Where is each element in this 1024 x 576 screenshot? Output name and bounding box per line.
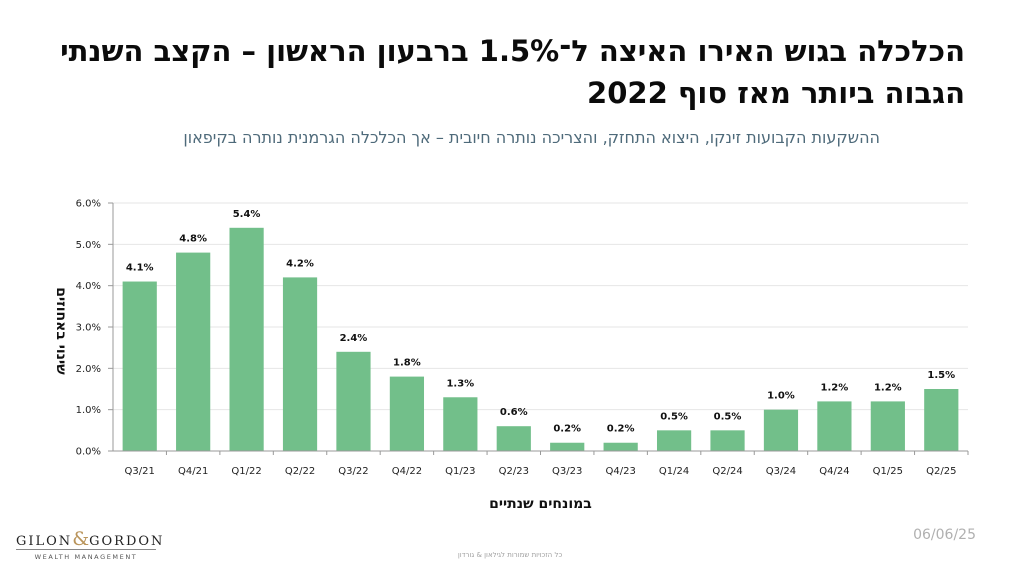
bar: [550, 442, 585, 451]
y-axis-ticks: 0.0% 1.0% 2.0% 3.0% 4.0% 5.0% 6.0%: [76, 199, 113, 458]
logo-word-left: GILON: [16, 534, 73, 549]
y-axis-label: שינוי באחוזים: [53, 287, 69, 375]
logo-word-right: GORDON: [89, 534, 165, 549]
copyright-note: כל הזכויות שמורות לגילאון & גורדון: [457, 551, 563, 559]
x-tick-label: Q2/22: [285, 466, 315, 477]
y-tick-label: 2.0%: [76, 364, 101, 375]
logo-wordmark: GILON&GORDON: [16, 528, 162, 550]
bar: [229, 227, 264, 451]
x-tick-label: Q1/22: [231, 466, 261, 477]
x-axis-label: במונחים שנתיים: [489, 496, 592, 512]
bar-value-label: 0.5%: [714, 411, 742, 422]
x-tick-label: Q4/23: [605, 466, 635, 477]
page-subtitle: ההשקעות הקבועות זינקו, היצוא התחזק, והצר…: [183, 128, 880, 147]
x-tick-label: Q4/21: [178, 466, 208, 477]
bar-value-label: 0.2%: [607, 424, 635, 435]
logo-divider: [16, 549, 156, 550]
bar: [176, 252, 211, 451]
bar: [924, 389, 959, 451]
x-tick-label: Q1/25: [873, 466, 903, 477]
bar-value-label: 0.5%: [660, 411, 688, 422]
bar-chart: 0.0% 1.0% 2.0% 3.0% 4.0% 5.0% 6.0% 4.1% 4.8% 5.4…: [53, 199, 969, 512]
x-axis-ticks: Q3/21 Q4/21 Q1/22 Q2/22 Q3/22 Q4/22 Q1/23 Q2/23…: [125, 451, 969, 477]
y-tick-label: 1.0%: [76, 405, 101, 416]
bar: [870, 401, 905, 451]
y-tick-label: 0.0%: [76, 447, 101, 458]
bar-value-label: 0.6%: [500, 407, 528, 418]
x-tick-label: Q2/24: [712, 466, 742, 477]
x-tick-label: Q3/24: [766, 466, 796, 477]
x-tick-label: Q4/24: [819, 466, 849, 477]
x-tick-label: Q2/23: [499, 466, 529, 477]
bar-value-label: 1.3%: [446, 378, 474, 389]
x-tick-label: Q2/25: [926, 466, 956, 477]
bar-value-label: 1.0%: [767, 391, 795, 402]
chart-bars: [122, 227, 959, 451]
x-tick-label: Q4/22: [392, 466, 422, 477]
bar-value-labels: 4.1% 4.8% 5.4% 4.2% 2.4% 1.8% 1.3% 0.6% 0.2% 0.2%…: [126, 209, 955, 435]
slide-date: 06/06/25: [913, 527, 976, 543]
x-tick-label: Q3/23: [552, 466, 582, 477]
bar-value-label: 1.2%: [821, 382, 849, 393]
bar-value-label: 1.8%: [393, 358, 421, 369]
x-tick-label: Q3/22: [338, 466, 368, 477]
logo-tagline: WEALTH MANAGEMENT: [34, 553, 138, 561]
bar-value-label: 0.2%: [553, 424, 581, 435]
bar: [710, 430, 745, 451]
bar-value-label: 4.1%: [126, 263, 154, 274]
bar: [603, 442, 638, 451]
bar: [817, 401, 852, 451]
bar: [282, 277, 318, 451]
x-tick-label: Q3/21: [125, 466, 155, 477]
x-tick-label: Q1/23: [445, 466, 475, 477]
y-tick-label: 6.0%: [76, 199, 101, 210]
bar: [389, 376, 425, 451]
bar-value-label: 2.4%: [340, 333, 368, 344]
page-title: הכלכלה בגוש האירו האיצה ל־1.5% ברבעון הר…: [60, 34, 965, 110]
y-tick-label: 5.0%: [76, 240, 101, 251]
bar: [656, 430, 692, 451]
y-tick-label: 3.0%: [76, 323, 101, 334]
bar: [443, 397, 478, 451]
bar: [336, 351, 371, 451]
company-logo: GILON&GORDON WEALTH MANAGEMENT: [16, 528, 162, 564]
bar-value-label: 4.2%: [286, 258, 314, 269]
x-tick-label: Q1/24: [659, 466, 689, 477]
logo-ampersand: &: [72, 528, 90, 550]
bar: [763, 409, 799, 451]
bar: [122, 281, 157, 451]
bar-value-label: 4.8%: [179, 234, 207, 245]
bar-value-label: 1.2%: [874, 382, 902, 393]
y-tick-label: 4.0%: [76, 281, 101, 292]
bar-value-label: 1.5%: [927, 370, 955, 381]
bar: [496, 426, 531, 451]
bar-value-label: 5.4%: [233, 209, 261, 220]
